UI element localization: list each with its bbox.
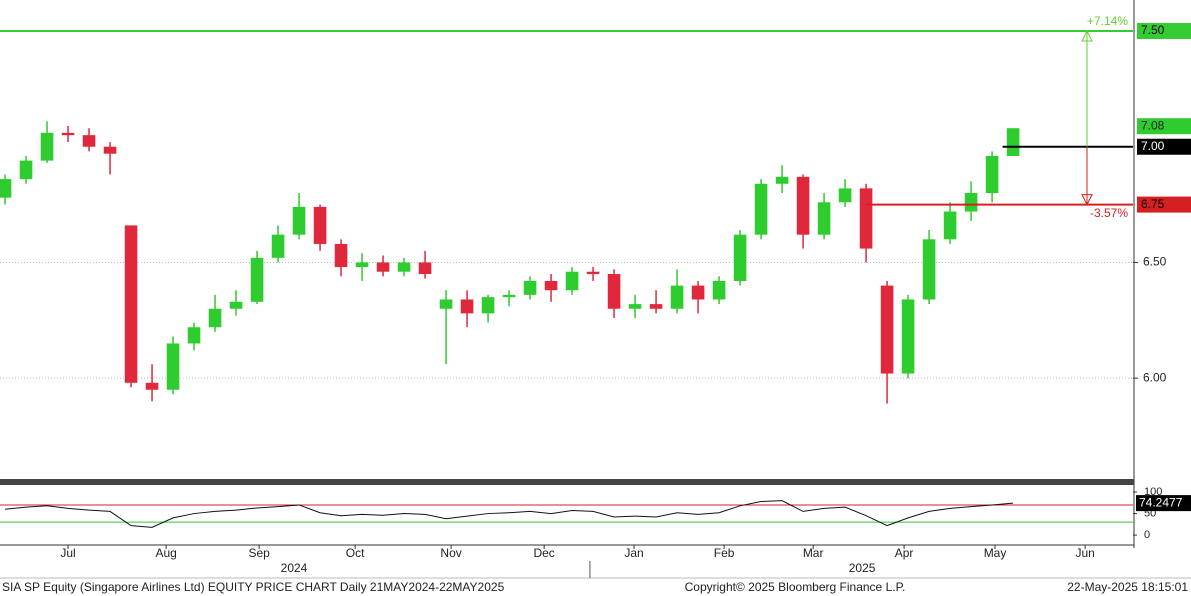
candle-body: [985, 155, 999, 194]
candle-body: [523, 280, 537, 295]
x-tick-label: Nov: [440, 546, 461, 560]
x-tick-label: Jul: [60, 546, 75, 560]
candle-body: [565, 271, 579, 291]
x-tick-label: Sep: [248, 546, 270, 560]
arrow-head: [1081, 194, 1093, 206]
x-tick-label: Jun: [1075, 546, 1094, 560]
candle-body: [355, 262, 369, 268]
candle-body: [544, 280, 558, 291]
footer-left: SIA SP Equity (Singapore Airlines Ltd) E…: [2, 580, 505, 594]
candle-body: [124, 225, 138, 383]
level-box: [1137, 23, 1191, 40]
candle-body: [313, 206, 327, 244]
candle-body: [397, 262, 411, 272]
candle-body: [922, 239, 936, 300]
candle-body: [481, 297, 495, 314]
candle-body: [796, 176, 810, 235]
x-tick-label: Apr: [895, 546, 914, 560]
footer-center: Copyright© 2025 Bloomberg Finance L.P.: [685, 580, 906, 594]
candle-body: [460, 299, 474, 314]
candle-body: [964, 193, 978, 212]
candle-body: [439, 299, 453, 309]
level-label: 7.50: [1141, 23, 1165, 37]
footer-right: 22-May-2025 18:15:01: [1067, 580, 1188, 594]
candle-body: [145, 382, 159, 390]
candle-body: [271, 234, 285, 258]
year-label: 2025: [849, 561, 876, 575]
candle-body: [502, 294, 516, 298]
arrow-head: [1081, 29, 1093, 42]
candle-body: [334, 243, 348, 268]
candle-body: [187, 327, 201, 344]
x-tick-label: Mar: [803, 546, 824, 560]
candle-body: [670, 285, 684, 309]
rsi-last-label: 74.2477: [1139, 495, 1183, 509]
level-box: [1137, 196, 1191, 213]
candle-body: [943, 211, 957, 240]
panel-divider: [0, 479, 1134, 485]
change-label: -3.57%: [1090, 206, 1128, 220]
x-tick-label: Oct: [346, 546, 365, 560]
candle-body: [712, 280, 726, 300]
candle-body: [250, 257, 264, 302]
level-box: [1137, 138, 1191, 155]
candle-body: [880, 285, 894, 374]
candle-body: [586, 271, 600, 275]
last-price-label: 7.08: [1141, 118, 1165, 132]
change-label: +7.14%: [1087, 14, 1128, 28]
candle-body: [901, 299, 915, 374]
x-tick-label: Jan: [624, 546, 643, 560]
x-tick-label: Feb: [714, 546, 735, 560]
rsi-tick-label: 0: [1144, 529, 1150, 541]
candle-body: [649, 304, 663, 309]
candle-body: [691, 285, 705, 300]
candle-body: [166, 343, 180, 390]
candle-body: [418, 262, 432, 275]
level-label: 6.75: [1141, 197, 1165, 211]
candle-body: [19, 160, 33, 180]
candle-body: [754, 183, 768, 235]
y-tick-label: 6.50: [1143, 255, 1167, 269]
last-price-box: [1137, 118, 1191, 135]
x-tick-label: Aug: [155, 546, 176, 560]
candle-body: [775, 176, 789, 184]
candle-body: [1006, 128, 1020, 156]
candle-body: [838, 188, 852, 203]
candle-body: [40, 132, 54, 161]
rsi-tick-label: 100: [1144, 486, 1162, 498]
candle-body: [376, 262, 390, 272]
candle-body: [229, 301, 243, 309]
level-label: 7.00: [1141, 139, 1165, 153]
y-tick-label: 6.00: [1143, 370, 1167, 384]
candle-body: [628, 304, 642, 309]
rsi-line: [4, 500, 1014, 528]
x-tick-label: May: [984, 546, 1007, 560]
candle-body: [733, 234, 747, 281]
candle-body: [859, 188, 873, 249]
x-tick-label: Dec: [533, 546, 554, 560]
candle-body: [292, 206, 306, 235]
candle-body: [0, 179, 12, 198]
candle-body: [103, 146, 117, 154]
candle-body: [61, 132, 75, 136]
candle-body: [208, 308, 222, 328]
rsi-last-box: [1136, 495, 1191, 512]
candle-body: [82, 135, 96, 147]
year-label: 2024: [281, 561, 308, 575]
candle-body: [817, 202, 831, 235]
candle-body: [607, 274, 621, 309]
